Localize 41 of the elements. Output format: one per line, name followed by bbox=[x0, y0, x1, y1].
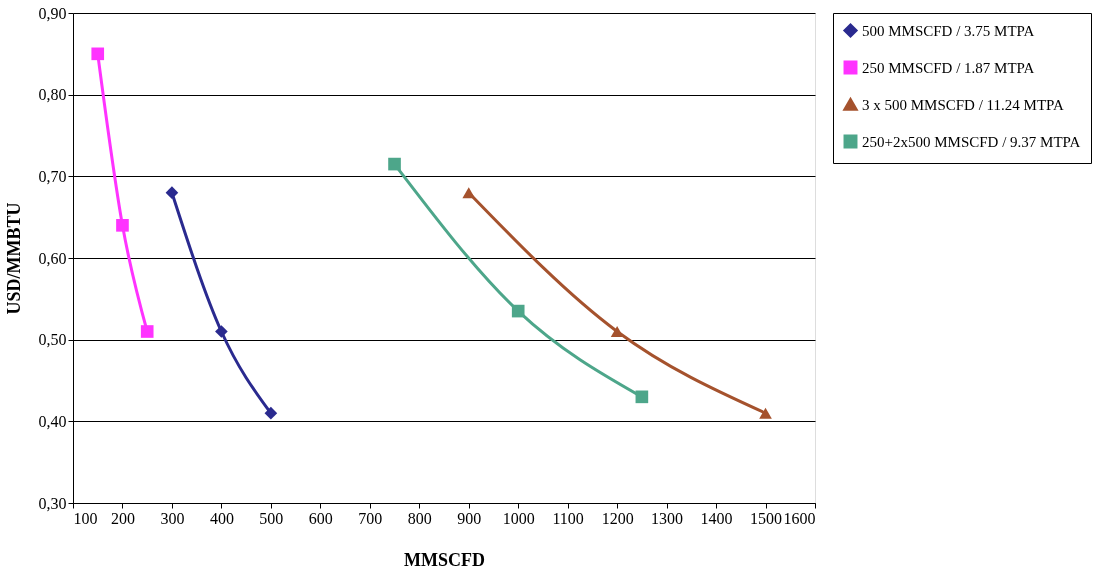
point bbox=[264, 406, 278, 420]
point bbox=[140, 325, 154, 338]
x-tick-label: 1500 bbox=[750, 509, 783, 527]
point bbox=[388, 157, 401, 171]
y-tick-label: 0,80 bbox=[38, 86, 67, 104]
x-tick-label: 1300 bbox=[651, 509, 684, 527]
point bbox=[116, 219, 129, 232]
y-axis-title: USD/MMBTU bbox=[3, 202, 24, 315]
x-tick-label: 800 bbox=[407, 509, 432, 527]
x-tick-label: 900 bbox=[457, 509, 482, 527]
point bbox=[635, 390, 649, 404]
y-tick-label: 0,90 bbox=[38, 4, 67, 22]
point bbox=[462, 187, 476, 199]
x-tick-label: 200 bbox=[110, 509, 135, 527]
x-axis-title: MMSCFD bbox=[404, 549, 485, 570]
legend-label: 250+2x500 MMSCFD / 9.37 MTPA bbox=[862, 133, 1081, 150]
x-tick-label: 1400 bbox=[700, 509, 733, 527]
x-tick-label: 1100 bbox=[552, 509, 584, 527]
x-tick-label: 700 bbox=[358, 509, 383, 527]
x-tick-label: 1200 bbox=[601, 509, 634, 527]
y-tick-label: 0,60 bbox=[38, 249, 67, 267]
x-tick-label: 600 bbox=[308, 509, 333, 527]
y-tick-label: 0,70 bbox=[38, 167, 67, 185]
legend-label: 3 x 500 MMSCFD / 11.24 MTPA bbox=[862, 96, 1065, 113]
x-tick-label: 1600 bbox=[783, 509, 816, 527]
x-tick-label: 1000 bbox=[502, 509, 535, 527]
point bbox=[91, 47, 105, 61]
point bbox=[610, 326, 624, 337]
x-tick-label: 400 bbox=[209, 509, 234, 527]
point bbox=[215, 325, 228, 338]
x-tick-label: 300 bbox=[160, 509, 185, 527]
legend-label: 500 MMSCFD / 3.75 MTPA bbox=[862, 22, 1035, 39]
x-tick-label: 500 bbox=[259, 509, 284, 527]
y-tick-label: 0,40 bbox=[38, 412, 67, 430]
y-tick-label: 0,30 bbox=[38, 494, 67, 512]
point bbox=[511, 304, 525, 318]
y-tick-label: 0,50 bbox=[38, 331, 67, 349]
point bbox=[165, 186, 179, 199]
point bbox=[759, 407, 772, 419]
x-tick-label: 100 bbox=[73, 509, 98, 527]
legend-label: 250 MMSCFD / 1.87 MTPA bbox=[862, 59, 1035, 76]
